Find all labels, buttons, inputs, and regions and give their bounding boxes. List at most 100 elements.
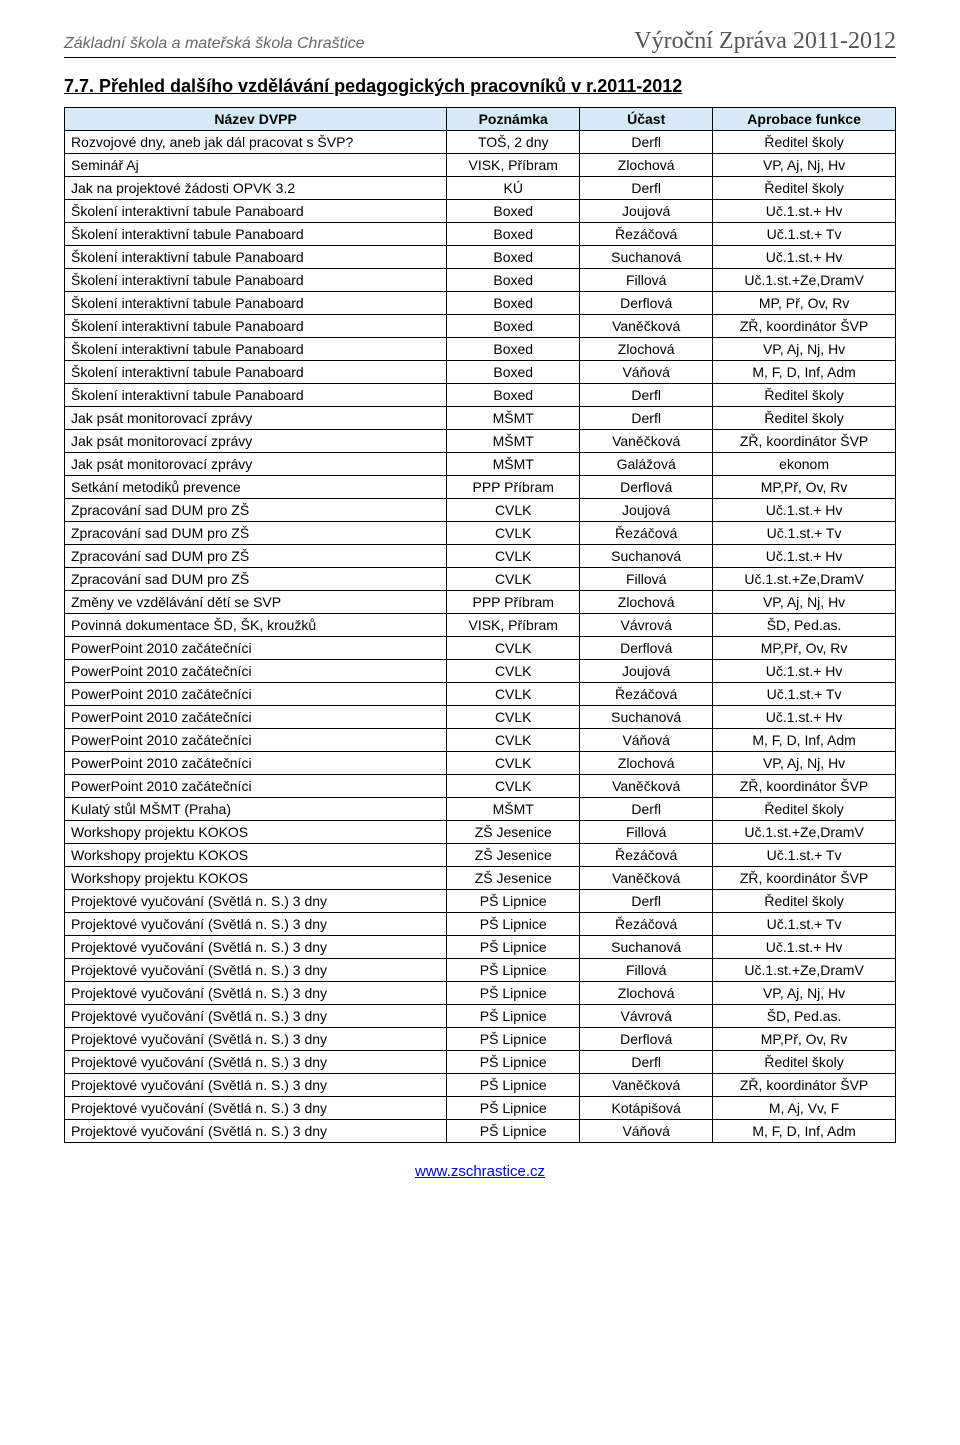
table-row: PowerPoint 2010 začátečníciCVLKJoujováUč… <box>65 660 896 683</box>
table-cell: Boxed <box>447 200 580 223</box>
table-row: Povinná dokumentace ŠD, ŠK, kroužkůVISK,… <box>65 614 896 637</box>
table-cell: CVLK <box>447 706 580 729</box>
table-cell: Školení interaktivní tabule Panaboard <box>65 338 447 361</box>
table-row: Zpracování sad DUM pro ZŠCVLKŘezáčováUč.… <box>65 522 896 545</box>
table-cell: CVLK <box>447 683 580 706</box>
table-cell: PŠ Lipnice <box>447 1097 580 1120</box>
table-cell: Uč.1.st.+ Hv <box>713 545 896 568</box>
table-cell: Uč.1.st.+Ze,DramV <box>713 959 896 982</box>
table-cell: CVLK <box>447 729 580 752</box>
table-cell: PŠ Lipnice <box>447 959 580 982</box>
table-cell: Setkání metodiků prevence <box>65 476 447 499</box>
table-row: Jak na projektové žádosti OPVK 3.2KÚDerf… <box>65 177 896 200</box>
table-cell: PowerPoint 2010 začátečníci <box>65 706 447 729</box>
table-cell: PowerPoint 2010 začátečníci <box>65 683 447 706</box>
table-row: Projektové vyučování (Světlá n. S.) 3 dn… <box>65 936 896 959</box>
table-cell: Školení interaktivní tabule Panaboard <box>65 223 447 246</box>
table-cell: Projektové vyučování (Světlá n. S.) 3 dn… <box>65 1074 447 1097</box>
table-cell: Boxed <box>447 361 580 384</box>
table-cell: VP, Aj, Nj, Hv <box>713 338 896 361</box>
table-cell: Derflová <box>580 1028 713 1051</box>
table-cell: Rozvojové dny, aneb jak dál pracovat s Š… <box>65 131 447 154</box>
table-cell: Boxed <box>447 338 580 361</box>
table-cell: Řezáčová <box>580 683 713 706</box>
table-row: Projektové vyučování (Světlá n. S.) 3 dn… <box>65 1051 896 1074</box>
table-cell: Vávrová <box>580 614 713 637</box>
table-cell: CVLK <box>447 775 580 798</box>
footer-link[interactable]: www.zschrastice.cz <box>415 1163 545 1180</box>
table-row: Jak psát monitorovací zprávyMŠMTGalážová… <box>65 453 896 476</box>
dvpp-table: Název DVPP Poznámka Účast Aprobace funkc… <box>64 107 896 1143</box>
table-cell: Uč.1.st.+ Hv <box>713 499 896 522</box>
table-row: Změny ve vzdělávání dětí se SVPPPP Příbr… <box>65 591 896 614</box>
table-cell: Zlochová <box>580 752 713 775</box>
table-cell: Vaněčková <box>580 315 713 338</box>
table-cell: Ředitel školy <box>713 890 896 913</box>
table-cell: ekonom <box>713 453 896 476</box>
table-cell: PŠ Lipnice <box>447 1074 580 1097</box>
table-cell: Jak psát monitorovací zprávy <box>65 430 447 453</box>
table-cell: Boxed <box>447 269 580 292</box>
col-header-participant: Účast <box>580 108 713 131</box>
table-cell: PowerPoint 2010 začátečníci <box>65 752 447 775</box>
table-cell: PowerPoint 2010 začátečníci <box>65 637 447 660</box>
table-cell: ŠD, Ped.as. <box>713 1005 896 1028</box>
table-cell: ZŘ, koordinátor ŠVP <box>713 775 896 798</box>
table-cell: Fillová <box>580 959 713 982</box>
table-row: Projektové vyučování (Světlá n. S.) 3 dn… <box>65 982 896 1005</box>
table-cell: Zpracování sad DUM pro ZŠ <box>65 522 447 545</box>
table-row: Projektové vyučování (Světlá n. S.) 3 dn… <box>65 1028 896 1051</box>
table-row: Rozvojové dny, aneb jak dál pracovat s Š… <box>65 131 896 154</box>
table-cell: Projektové vyučování (Světlá n. S.) 3 dn… <box>65 936 447 959</box>
table-cell: KÚ <box>447 177 580 200</box>
table-cell: Derflová <box>580 637 713 660</box>
table-cell: Uč.1.st.+ Tv <box>713 223 896 246</box>
table-row: PowerPoint 2010 začátečníciCVLKŘezáčováU… <box>65 683 896 706</box>
table-cell: MP, Př, Ov, Rv <box>713 292 896 315</box>
table-row: Školení interaktivní tabule PanaboardBox… <box>65 361 896 384</box>
table-cell: Uč.1.st.+ Tv <box>713 683 896 706</box>
table-cell: Ředitel školy <box>713 131 896 154</box>
table-row: Jak psát monitorovací zprávyMŠMTDerflŘed… <box>65 407 896 430</box>
table-cell: Projektové vyučování (Světlá n. S.) 3 dn… <box>65 1097 447 1120</box>
table-cell: Jak psát monitorovací zprávy <box>65 453 447 476</box>
table-cell: MŠMT <box>447 430 580 453</box>
table-row: Školení interaktivní tabule PanaboardBox… <box>65 269 896 292</box>
table-cell: Váňová <box>580 361 713 384</box>
table-cell: Ředitel školy <box>713 177 896 200</box>
table-cell: PŠ Lipnice <box>447 1120 580 1143</box>
table-cell: Ředitel školy <box>713 1051 896 1074</box>
table-row: Školení interaktivní tabule PanaboardBox… <box>65 292 896 315</box>
table-cell: MP,Př, Ov, Rv <box>713 476 896 499</box>
table-cell: Derfl <box>580 131 713 154</box>
table-cell: Projektové vyučování (Světlá n. S.) 3 dn… <box>65 913 447 936</box>
table-cell: Zpracování sad DUM pro ZŠ <box>65 499 447 522</box>
table-cell: MŠMT <box>447 407 580 430</box>
table-cell: Školení interaktivní tabule Panaboard <box>65 246 447 269</box>
table-cell: Uč.1.st.+ Hv <box>713 706 896 729</box>
table-cell: Derflová <box>580 476 713 499</box>
table-row: Zpracování sad DUM pro ZŠCVLKSuchanováUč… <box>65 545 896 568</box>
table-row: Setkání metodiků prevencePPP PříbramDerf… <box>65 476 896 499</box>
table-cell: Boxed <box>447 315 580 338</box>
table-row: Workshopy projektu KOKOSZŠ JeseniceFillo… <box>65 821 896 844</box>
table-cell: Zlochová <box>580 338 713 361</box>
table-cell: Jak psát monitorovací zprávy <box>65 407 447 430</box>
table-cell: Uč.1.st.+Ze,DramV <box>713 821 896 844</box>
table-cell: Váňová <box>580 1120 713 1143</box>
table-cell: Vaněčková <box>580 430 713 453</box>
table-row: Jak psát monitorovací zprávyMŠMTVaněčkov… <box>65 430 896 453</box>
page-footer: www.zschrastice.cz <box>64 1163 896 1180</box>
table-cell: Uč.1.st.+ Hv <box>713 660 896 683</box>
table-row: Projektové vyučování (Světlá n. S.) 3 dn… <box>65 1074 896 1097</box>
table-cell: Projektové vyučování (Světlá n. S.) 3 dn… <box>65 1005 447 1028</box>
table-header-row: Název DVPP Poznámka Účast Aprobace funkc… <box>65 108 896 131</box>
table-cell: PowerPoint 2010 začátečníci <box>65 775 447 798</box>
table-cell: Derfl <box>580 407 713 430</box>
table-cell: Školení interaktivní tabule Panaboard <box>65 200 447 223</box>
table-cell: Derfl <box>580 384 713 407</box>
table-row: PowerPoint 2010 začátečníciCVLKDerflováM… <box>65 637 896 660</box>
table-cell: Zlochová <box>580 982 713 1005</box>
table-cell: M, F, D, Inf, Adm <box>713 729 896 752</box>
page-header: Základní škola a mateřská škola Chraštic… <box>64 28 896 58</box>
